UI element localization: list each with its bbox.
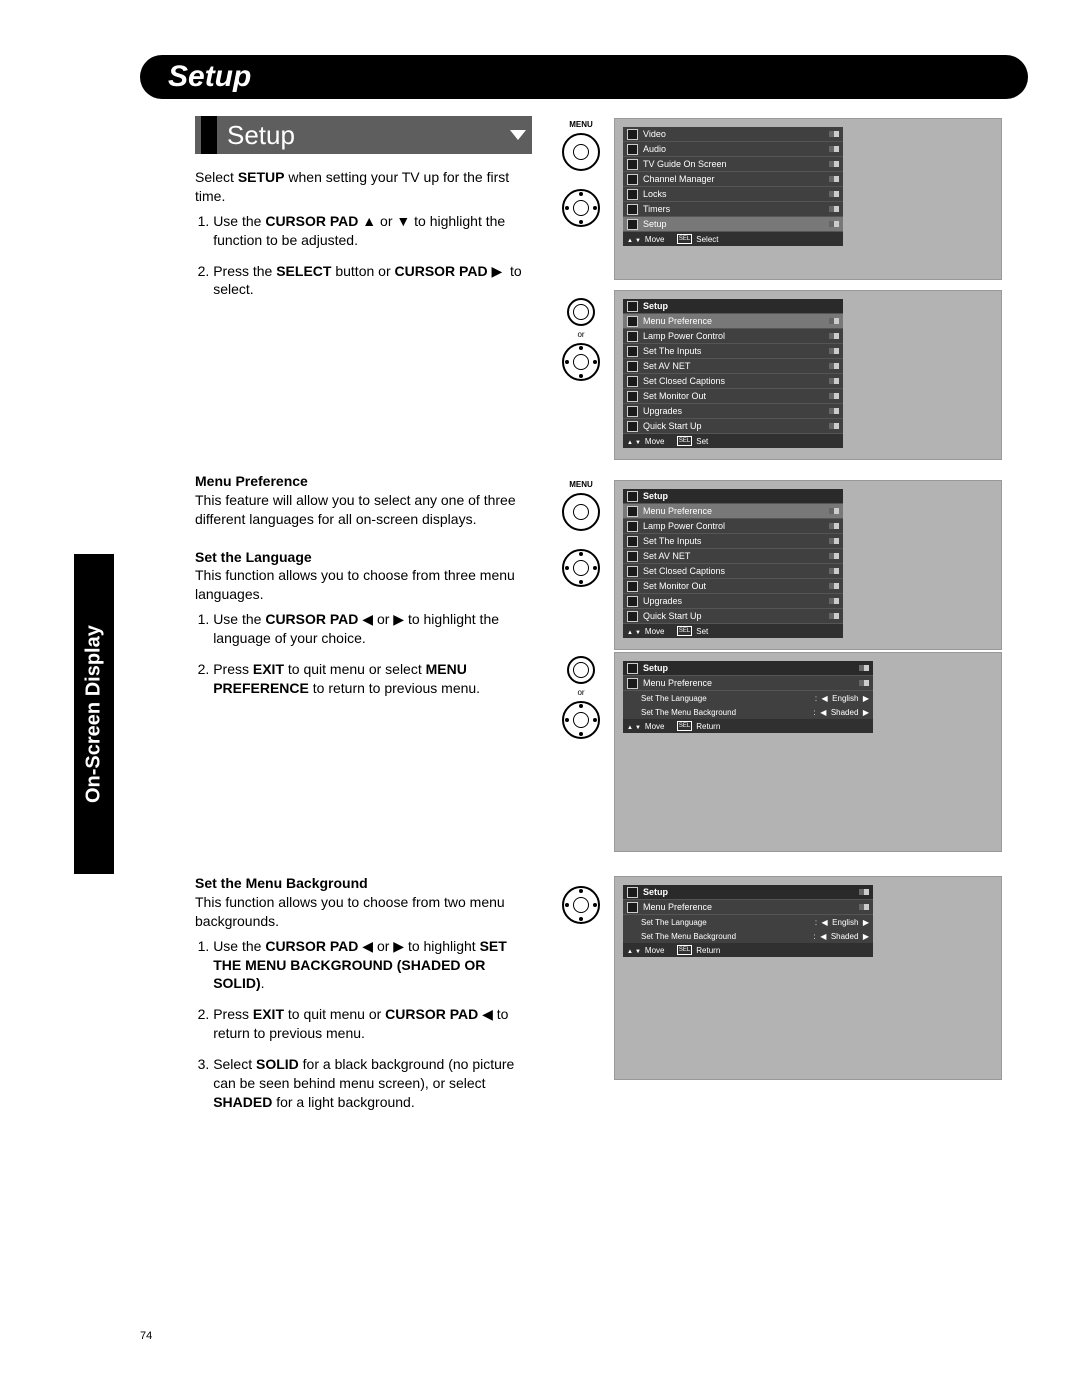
osd-footer: Move SELReturn (623, 943, 873, 957)
set-bg-steps: Use the CURSOR PAD ◀ or ▶ to highlight S… (195, 937, 535, 1112)
osd-footer: Move SELSelect (623, 232, 843, 246)
osd-header: Setup (623, 661, 873, 676)
page-number: 74 (140, 1330, 152, 1342)
osd-item[interactable]: TV Guide On Screen (623, 157, 843, 172)
intro-block: Select SETUP when setting your TV up for… (195, 168, 535, 311)
section-marker (201, 116, 217, 154)
remote-group-5 (556, 882, 606, 928)
osd-item[interactable]: Timers (623, 202, 843, 217)
menu-button-icon (562, 493, 600, 531)
osd-item[interactable]: Quick Start Up (623, 419, 843, 434)
osd-footer: Move SELSet (623, 434, 843, 448)
osd-item[interactable]: Set AV NET (623, 359, 843, 374)
menu-label: MENU (556, 120, 606, 129)
osd-item[interactable]: Set The Inputs (623, 344, 843, 359)
select-button-icon (567, 298, 595, 326)
section-bar: Setup (195, 116, 532, 154)
osd-setup-menu: SetupMenu PreferenceLamp Power ControlSe… (623, 299, 843, 448)
cursor-pad-icon (562, 701, 600, 739)
osd-value-row[interactable]: Set The Language: ◀ English ▶ (623, 915, 873, 929)
set-lang-steps: Use the CURSOR PAD ◀ or ▶ to highlight t… (195, 610, 535, 698)
remote-group-2: or (556, 294, 606, 385)
osd-item[interactable]: Set AV NET (623, 549, 843, 564)
tv-screen-1: VideoAudioTV Guide On ScreenChannel Mana… (614, 118, 1002, 280)
osd-item[interactable]: Set Monitor Out (623, 389, 843, 404)
osd-item[interactable]: Lamp Power Control (623, 329, 843, 344)
osd-item[interactable]: Video (623, 127, 843, 142)
osd-footer: Move SELReturn (623, 719, 873, 733)
tv-screen-5: SetupMenu PreferenceSet The Language: ◀ … (614, 876, 1002, 1080)
osd-item[interactable]: Menu Preference (623, 314, 843, 329)
or-label: or (556, 688, 606, 697)
osd-item[interactable]: Lamp Power Control (623, 519, 843, 534)
menu-button-icon (562, 133, 600, 171)
intro-steps: Use the CURSOR PAD ▲ or ▼ to highlight t… (195, 212, 535, 300)
osd-setup-menu-2: SetupMenu PreferenceLamp Power ControlSe… (623, 489, 843, 638)
cursor-pad-icon (562, 549, 600, 587)
menu-label: MENU (556, 480, 606, 489)
remote-group-1: MENU (556, 120, 606, 231)
select-button-icon (567, 656, 595, 684)
osd-header: Setup (623, 885, 873, 900)
menu-pref-body: This feature will allow you to select an… (195, 491, 535, 529)
osd-item[interactable]: Audio (623, 142, 843, 157)
osd-item[interactable]: Quick Start Up (623, 609, 843, 624)
osd-value-row[interactable]: Set The Menu Background: ◀ Shaded ▶ (623, 929, 873, 943)
or-label: or (556, 330, 606, 339)
osd-item[interactable]: Channel Manager (623, 172, 843, 187)
osd-item[interactable]: Upgrades (623, 404, 843, 419)
osd-sub: Menu Preference (623, 900, 873, 915)
tv-screen-2: SetupMenu PreferenceLamp Power ControlSe… (614, 290, 1002, 460)
osd-sub: Menu Preference (623, 676, 873, 691)
set-lang-heading: Set the Language (195, 548, 535, 567)
osd-header: Setup (623, 489, 843, 504)
osd-item[interactable]: Locks (623, 187, 843, 202)
set-lang-body: This function allows you to choose from … (195, 566, 535, 604)
menu-pref-heading: Menu Preference (195, 472, 535, 491)
set-bg-block: Set the Menu Background This function al… (195, 874, 535, 1124)
tv-screen-3: SetupMenu PreferenceLamp Power ControlSe… (614, 480, 1002, 650)
section-title: Setup (227, 120, 295, 151)
remote-group-3: MENU (556, 480, 606, 591)
osd-value-row[interactable]: Set The Menu Background: ◀ Shaded ▶ (623, 705, 873, 719)
osd-item[interactable]: Setup (623, 217, 843, 232)
osd-header: Setup (623, 299, 843, 314)
osd-item[interactable]: Set Monitor Out (623, 579, 843, 594)
menu-pref-block: Menu Preference This feature will allow … (195, 472, 535, 710)
osd-footer: Move SELSet (623, 624, 843, 638)
osd-pref-menu: SetupMenu PreferenceSet The Language: ◀ … (623, 661, 873, 733)
cursor-pad-icon (562, 343, 600, 381)
osd-item[interactable]: Set Closed Captions (623, 374, 843, 389)
cursor-pad-icon (562, 886, 600, 924)
osd-pref-menu-2: SetupMenu PreferenceSet The Language: ◀ … (623, 885, 873, 957)
page-title-pill: Setup (140, 55, 1028, 99)
side-tab: On-Screen Display (74, 554, 114, 874)
osd-value-row[interactable]: Set The Language: ◀ English ▶ (623, 691, 873, 705)
set-bg-body: This function allows you to choose from … (195, 893, 535, 931)
osd-item[interactable]: Set Closed Captions (623, 564, 843, 579)
chevron-down-icon (510, 130, 526, 140)
osd-item[interactable]: Upgrades (623, 594, 843, 609)
tv-screen-4: SetupMenu PreferenceSet The Language: ◀ … (614, 652, 1002, 852)
osd-item[interactable]: Set The Inputs (623, 534, 843, 549)
osd-main-menu: VideoAudioTV Guide On ScreenChannel Mana… (623, 127, 843, 246)
set-bg-heading: Set the Menu Background (195, 874, 535, 893)
cursor-pad-icon (562, 189, 600, 227)
remote-group-4: or (556, 652, 606, 743)
osd-item[interactable]: Menu Preference (623, 504, 843, 519)
